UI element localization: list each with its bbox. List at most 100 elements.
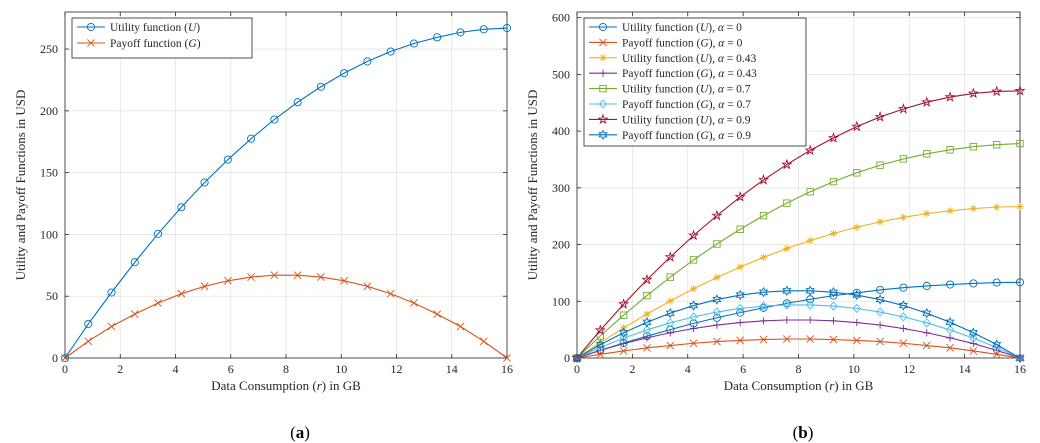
data-point	[899, 339, 908, 348]
data-point	[736, 225, 744, 233]
legend-entry: Utility function (U)	[77, 22, 200, 34]
data-point	[875, 294, 885, 305]
legend-marker	[599, 38, 607, 47]
x-tick-label: 14	[959, 362, 971, 376]
data-point	[992, 339, 1002, 350]
data-point	[783, 244, 791, 253]
data-point	[853, 318, 861, 327]
data-point	[479, 25, 488, 34]
data-point	[60, 353, 70, 363]
data-point	[921, 96, 933, 107]
data-point	[923, 150, 931, 158]
data-point	[153, 229, 163, 238]
legend-marker	[597, 113, 609, 125]
data-point	[944, 91, 956, 102]
data-point	[596, 338, 604, 347]
data-point	[969, 143, 978, 151]
y-axis-label: Utility and Payoff Functions in USD	[525, 90, 540, 281]
x-tick-label: 16	[1014, 362, 1026, 376]
data-point	[852, 303, 861, 313]
data-point	[946, 334, 954, 342]
panel-label: (b)	[793, 423, 814, 442]
series-0	[60, 24, 512, 363]
data-point	[620, 339, 628, 348]
data-point	[107, 288, 116, 297]
legend-marker	[598, 129, 608, 141]
data-point	[409, 39, 419, 48]
data-point	[829, 177, 838, 186]
y-tick-label: 500	[552, 67, 570, 81]
data-point	[946, 146, 954, 154]
data-point	[969, 279, 978, 288]
data-point	[922, 341, 931, 350]
data-point	[713, 273, 721, 282]
series-7	[572, 285, 1025, 364]
gridlines	[64, 12, 508, 359]
data-point	[456, 28, 465, 37]
data-point	[734, 191, 746, 202]
data-point	[130, 310, 139, 319]
data-point	[759, 211, 768, 220]
data-point	[757, 174, 770, 185]
data-point	[946, 343, 954, 352]
data-point	[618, 298, 630, 309]
legend-marker	[599, 84, 607, 93]
data-point	[596, 332, 605, 340]
x-tick-label: 10	[335, 362, 347, 376]
data-point	[899, 324, 908, 333]
data-point	[596, 350, 605, 359]
data-point	[665, 307, 675, 319]
data-point	[247, 273, 256, 281]
data-point	[270, 271, 279, 280]
data-point	[594, 324, 606, 335]
data-point	[712, 313, 721, 322]
data-point	[247, 134, 256, 143]
x-tick-label: 12	[903, 362, 915, 376]
data-point	[200, 282, 209, 291]
y-axis-label: Utility and Payoff Functions in USD	[13, 90, 28, 281]
data-point	[293, 98, 302, 107]
data-point	[177, 289, 186, 298]
data-point	[712, 307, 722, 317]
data-point	[689, 339, 698, 348]
y-tick-label: 0	[564, 351, 570, 365]
legend-label: Payoff function (G), α = 0.9	[622, 130, 751, 142]
x-tick-label: 14	[446, 362, 458, 376]
data-point	[922, 281, 931, 291]
x-tick-label: 10	[848, 362, 860, 376]
data-point	[806, 335, 815, 343]
legend: Utility function (U), α = 0 Payoff functi…	[583, 17, 807, 147]
data-point	[993, 203, 1001, 211]
data-point	[783, 199, 791, 207]
data-point	[433, 33, 442, 42]
data-point	[782, 335, 791, 343]
data-point	[689, 312, 698, 322]
data-point	[783, 316, 791, 324]
legend-marker	[599, 69, 607, 77]
legend-entry: Payoff function (G), α = 0.9	[589, 129, 751, 142]
data-point	[200, 178, 209, 187]
data-point	[363, 282, 372, 291]
legend-marker	[87, 39, 95, 47]
data-point	[643, 291, 651, 300]
y-tick-label: 150	[40, 166, 58, 180]
legend-entry: Utility function (U), α = 0.7	[589, 84, 751, 96]
data-point	[992, 141, 1001, 149]
data-point	[502, 24, 512, 33]
data-point	[316, 273, 325, 281]
data-point	[619, 311, 628, 319]
data-point	[107, 322, 116, 331]
legend-entry: Utility function (U), α = 0.43	[589, 53, 757, 65]
data-point	[945, 325, 955, 335]
data-point	[992, 350, 1001, 359]
data-point	[782, 285, 792, 297]
data-point	[969, 346, 978, 355]
data-point	[619, 333, 628, 343]
data-point	[713, 240, 721, 248]
data-point	[386, 47, 395, 56]
legend-label: Payoff function (G), α = 0.7	[622, 99, 751, 111]
data-point	[666, 329, 674, 337]
data-point	[782, 300, 792, 310]
data-point	[1016, 202, 1024, 211]
data-point	[61, 354, 69, 362]
